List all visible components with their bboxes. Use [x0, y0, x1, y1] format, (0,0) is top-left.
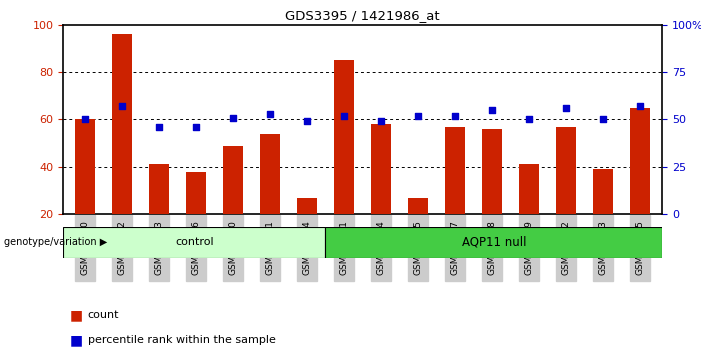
Bar: [519, 165, 540, 262]
Text: ■: ■: [70, 308, 83, 322]
Bar: [112, 34, 132, 262]
Bar: [593, 169, 613, 262]
Text: genotype/variation ▶: genotype/variation ▶: [4, 238, 107, 247]
Bar: [297, 198, 318, 262]
Point: [598, 116, 609, 122]
Bar: [325, 227, 662, 258]
Point: [80, 116, 91, 122]
Text: ■: ■: [70, 333, 83, 347]
Bar: [630, 108, 651, 262]
Point: [301, 119, 313, 124]
Point: [449, 113, 461, 119]
Bar: [223, 145, 243, 262]
Point: [191, 124, 202, 130]
Bar: [63, 227, 325, 258]
Text: control: control: [175, 238, 214, 247]
Text: AQP11 null: AQP11 null: [462, 236, 526, 249]
Bar: [334, 60, 355, 262]
Point: [486, 107, 498, 113]
Bar: [186, 172, 207, 262]
Point: [634, 103, 646, 109]
Text: percentile rank within the sample: percentile rank within the sample: [88, 335, 275, 345]
Bar: [75, 119, 95, 262]
Title: GDS3395 / 1421986_at: GDS3395 / 1421986_at: [285, 9, 440, 22]
Point: [154, 124, 165, 130]
Point: [265, 111, 276, 116]
Bar: [260, 134, 280, 262]
Bar: [149, 165, 170, 262]
Point: [228, 115, 239, 120]
Bar: [445, 127, 465, 262]
Point: [413, 113, 424, 119]
Point: [376, 119, 387, 124]
Point: [339, 113, 350, 119]
Point: [116, 103, 128, 109]
Bar: [556, 127, 576, 262]
Bar: [482, 129, 503, 262]
Text: count: count: [88, 310, 119, 320]
Bar: [371, 124, 391, 262]
Point: [524, 116, 535, 122]
Bar: [408, 198, 428, 262]
Point: [561, 105, 572, 111]
